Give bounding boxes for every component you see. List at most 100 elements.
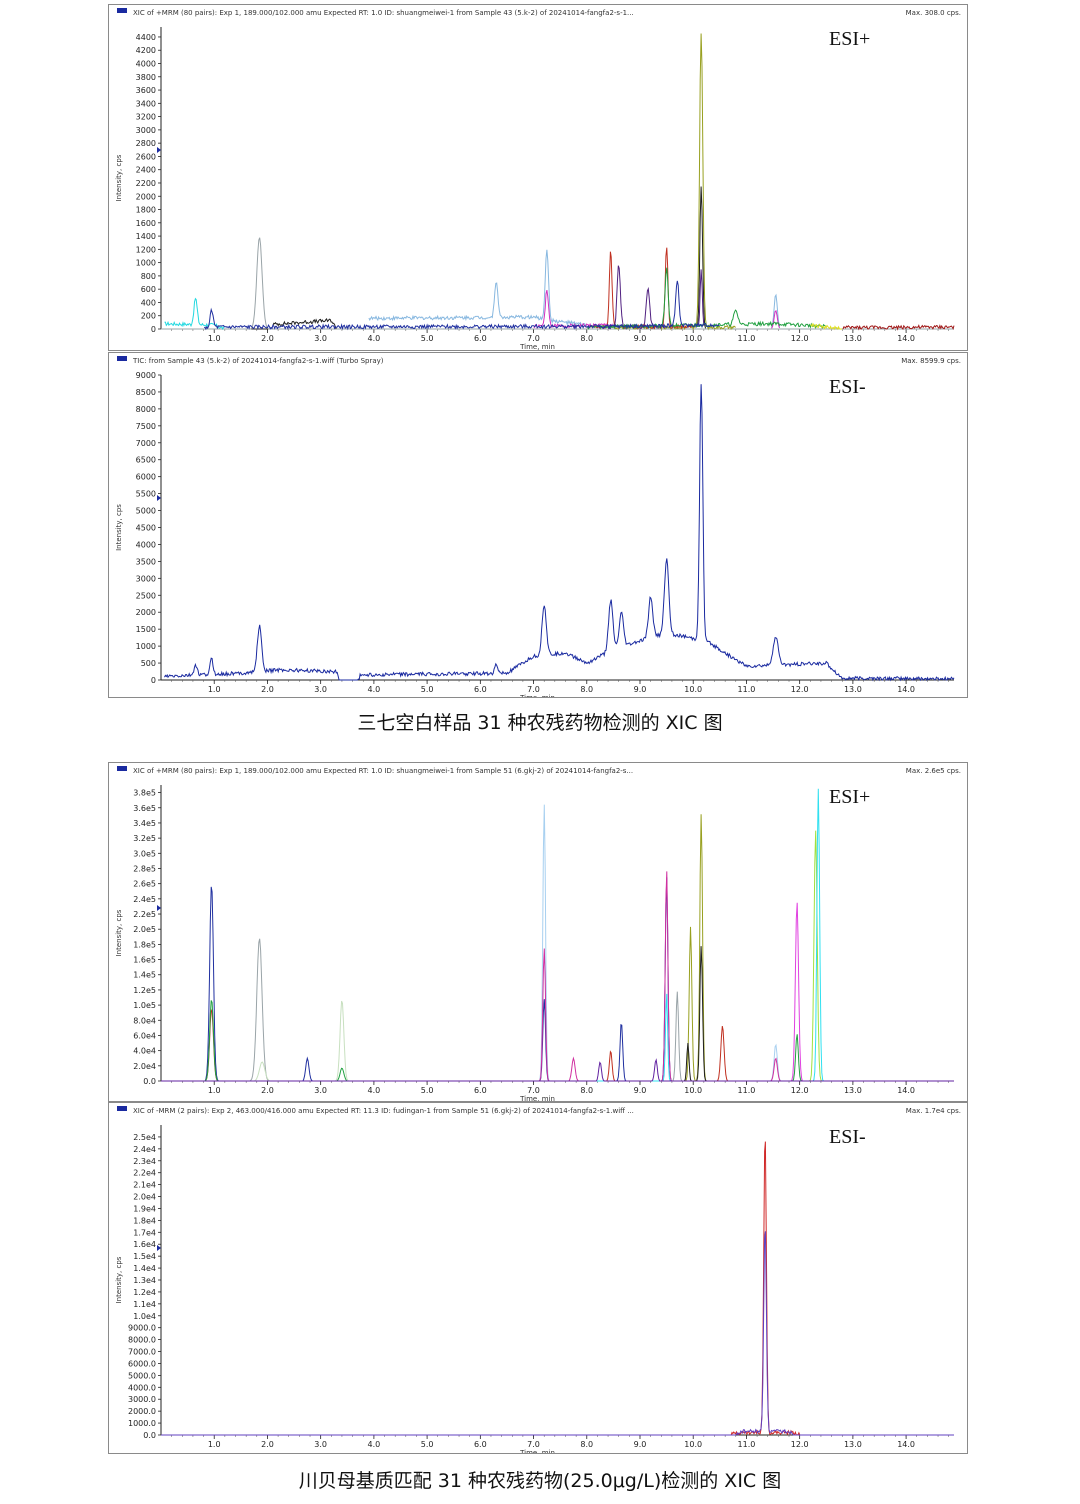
chart-header: XIC of +MRM (80 pairs): Exp 1, 189.000/1… — [133, 767, 633, 775]
series-line-3 — [164, 297, 225, 331]
y-tick-label: 7000 — [136, 439, 156, 448]
y-tick-label: 3.0e5 — [133, 849, 156, 858]
y-tick-label: 0 — [151, 325, 156, 334]
x-tick-label: 6.0 — [474, 685, 487, 694]
series-line-9 — [587, 267, 827, 330]
chart-panel-4: XIC of -MRM (2 pairs): Exp 2, 463.000/41… — [108, 1102, 968, 1454]
x-axis-label: Time, min — [519, 1095, 555, 1101]
x-tick-label: 9.0 — [634, 1086, 647, 1095]
max-intensity-label: Max. 308.0 cps. — [906, 9, 961, 17]
series-line-2 — [161, 1231, 954, 1436]
chart-panel-3: XIC of +MRM (80 pairs): Exp 1, 189.000/1… — [108, 762, 968, 1102]
y-axis-label: Intensity, cps — [115, 909, 123, 956]
header-marker — [117, 766, 127, 771]
y-tick-label: 2.0e4 — [133, 1193, 156, 1202]
series-line-3 — [161, 1000, 954, 1082]
y-tick-label: 1.5e4 — [133, 1252, 156, 1261]
series-line-11 — [161, 830, 954, 1082]
x-tick-label: 3.0 — [314, 685, 327, 694]
y-tick-label: 200 — [141, 312, 156, 321]
chart-panel-1: XIC of +MRM (80 pairs): Exp 1, 189.000/1… — [108, 4, 968, 351]
y-tick-label: 2.5e4 — [133, 1133, 156, 1142]
y-tick-label: 2600 — [136, 152, 156, 161]
y-axis-label: Intensity, cps — [115, 154, 123, 201]
x-tick-label: 13.0 — [844, 1440, 862, 1449]
x-tick-label: 3.0 — [314, 334, 327, 343]
x-tick-label: 5.0 — [421, 1440, 434, 1449]
series-line-6 — [161, 902, 954, 1082]
threshold-marker — [157, 1245, 161, 1251]
y-tick-label: 2200 — [136, 179, 156, 188]
y-tick-label: 1600 — [136, 219, 156, 228]
chart-header: XIC of -MRM (2 pairs): Exp 2, 463.000/41… — [133, 1107, 634, 1115]
x-tick-label: 11.0 — [738, 1086, 756, 1095]
header-marker — [117, 1106, 127, 1111]
y-tick-label: 7500 — [136, 422, 156, 431]
series-line-7 — [161, 814, 954, 1082]
y-tick-label: 3.4e5 — [133, 819, 156, 828]
x-tick-label: 12.0 — [791, 1440, 809, 1449]
x-tick-label: 2.0 — [261, 334, 274, 343]
y-tick-label: 1000.0 — [128, 1419, 156, 1428]
y-tick-label: 6.0e4 — [133, 1031, 156, 1040]
caption-top: 三七空白样品 31 种农残药物检测的 XIC 图 — [357, 712, 723, 734]
y-tick-label: 1800 — [136, 206, 156, 215]
y-tick-label: 6500 — [136, 456, 156, 465]
y-tick-label: 2.4e5 — [133, 895, 156, 904]
x-tick-label: 11.0 — [738, 1440, 756, 1449]
y-tick-label: 1.4e4 — [133, 1264, 156, 1273]
y-tick-label: 1.4e5 — [133, 971, 156, 980]
y-tick-label: 4500 — [136, 524, 156, 533]
y-tick-label: 1500 — [136, 625, 156, 634]
y-tick-label: 1.7e4 — [133, 1228, 156, 1237]
x-tick-label: 14.0 — [897, 1086, 915, 1095]
x-tick-label: 1.0 — [208, 334, 221, 343]
y-tick-label: 9000.0 — [128, 1324, 156, 1333]
y-axis-label: Intensity, cps — [115, 1256, 123, 1303]
y-tick-label: 1.3e4 — [133, 1276, 156, 1285]
x-tick-label: 13.0 — [844, 1086, 862, 1095]
x-tick-label: 12.0 — [791, 334, 809, 343]
x-tick-label: 8.0 — [580, 1440, 593, 1449]
chart-esi-minus-blank: TIC: from Sample 43 (5.k-2) of 20241014-… — [115, 356, 961, 697]
chart-esi-minus-matrix: XIC of -MRM (2 pairs): Exp 2, 463.000/41… — [115, 1106, 961, 1453]
chart-esi-plus-matrix: XIC of +MRM (80 pairs): Exp 1, 189.000/1… — [115, 766, 961, 1101]
x-tick-label: 7.0 — [527, 334, 540, 343]
x-tick-label: 8.0 — [580, 685, 593, 694]
header-marker — [117, 356, 127, 361]
y-tick-label: 2.2e4 — [133, 1169, 156, 1178]
y-tick-label: 600 — [141, 285, 156, 294]
y-tick-label: 2400 — [136, 166, 156, 175]
y-tick-label: 8.0e4 — [133, 1016, 156, 1025]
series-line-10 — [161, 1000, 954, 1082]
x-tick-label: 4.0 — [368, 334, 381, 343]
ionization-mode-label: ESI- — [829, 1126, 866, 1148]
y-tick-label: 4000 — [136, 540, 156, 549]
y-tick-label: 4.0e4 — [133, 1047, 156, 1056]
x-tick-label: 11.0 — [738, 685, 756, 694]
y-tick-label: 2.8e5 — [133, 864, 156, 873]
series-line-9 — [161, 1008, 954, 1082]
series-line-4 — [272, 186, 706, 330]
y-tick-label: 2.6e5 — [133, 880, 156, 889]
x-tick-label: 13.0 — [844, 334, 862, 343]
x-tick-label: 10.0 — [684, 1440, 702, 1449]
y-tick-label: 1000 — [136, 642, 156, 651]
y-tick-label: 9000 — [136, 371, 156, 380]
threshold-marker — [157, 147, 161, 153]
y-tick-label: 500 — [141, 659, 156, 668]
x-tick-label: 12.0 — [791, 685, 809, 694]
x-tick-label: 1.0 — [208, 1440, 221, 1449]
y-tick-label: 0.0 — [143, 1431, 156, 1440]
x-tick-label: 7.0 — [527, 1086, 540, 1095]
y-tick-label: 4400 — [136, 33, 156, 42]
y-tick-label: 1.8e5 — [133, 940, 156, 949]
y-tick-label: 1.8e4 — [133, 1216, 156, 1225]
y-tick-label: 1400 — [136, 232, 156, 241]
y-tick-label: 3800 — [136, 73, 156, 82]
x-tick-label: 1.0 — [208, 1086, 221, 1095]
x-tick-label: 6.0 — [474, 1440, 487, 1449]
x-tick-label: 2.0 — [261, 1086, 274, 1095]
y-tick-label: 1.2e5 — [133, 986, 156, 995]
x-tick-label: 13.0 — [844, 685, 862, 694]
